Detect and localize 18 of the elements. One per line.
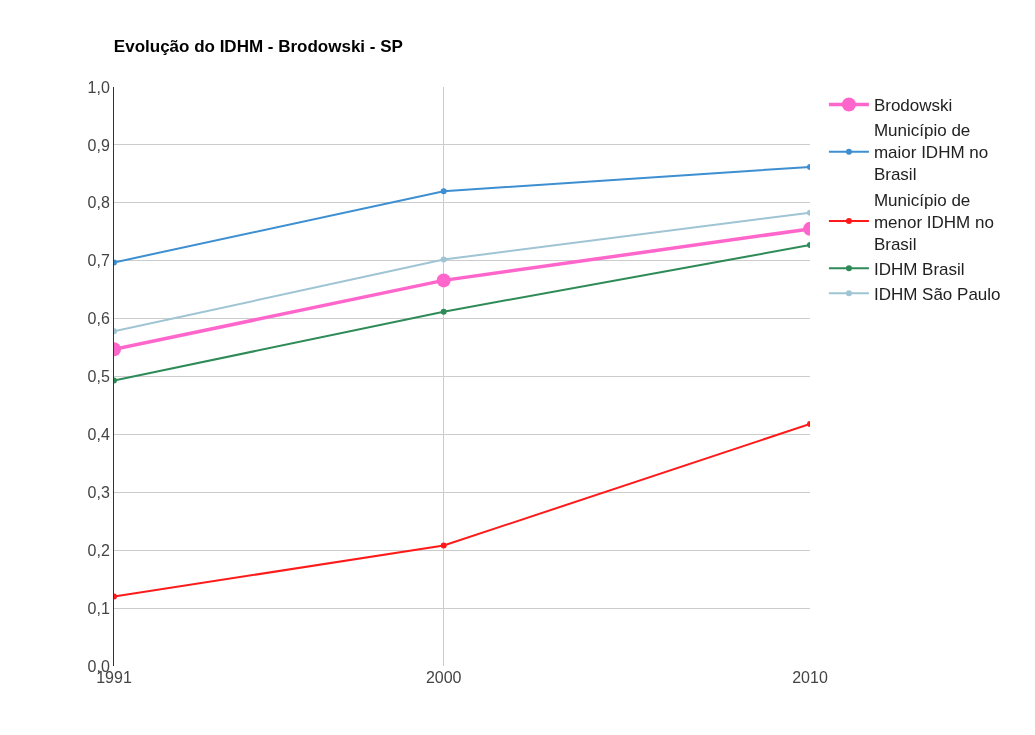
y-tick-label: 0,9 (87, 136, 110, 154)
y-tick-label: 0,2 (87, 541, 110, 559)
y-tick-label: 0,3 (87, 483, 110, 501)
x-tick-label: 2000 (425, 669, 462, 686)
y-tick-label: 0,7 (87, 252, 110, 270)
legend-label: Brodowski (873, 96, 953, 116)
y-tick-label: 0,1 (87, 599, 110, 617)
legend-label: Município de menor IDHM no Brasil (873, 190, 994, 254)
y-tick-label: 0,8 (87, 194, 110, 212)
legend-label: IDHM Brasil (873, 259, 965, 279)
legend-label: IDHM São Paulo (873, 284, 1001, 304)
x-tick-label: 2010 (792, 669, 828, 686)
legend-label: Município de maior IDHM no Brasil (873, 121, 989, 185)
y-tick-label: 0,5 (87, 368, 110, 386)
chart-title: Evolução do IDHM - Brodowski - SP (113, 37, 403, 57)
y-tick-label: 0,4 (87, 426, 110, 443)
y-tick-label: 0,6 (87, 310, 110, 328)
y-tick-label: 1,0 (87, 78, 110, 96)
